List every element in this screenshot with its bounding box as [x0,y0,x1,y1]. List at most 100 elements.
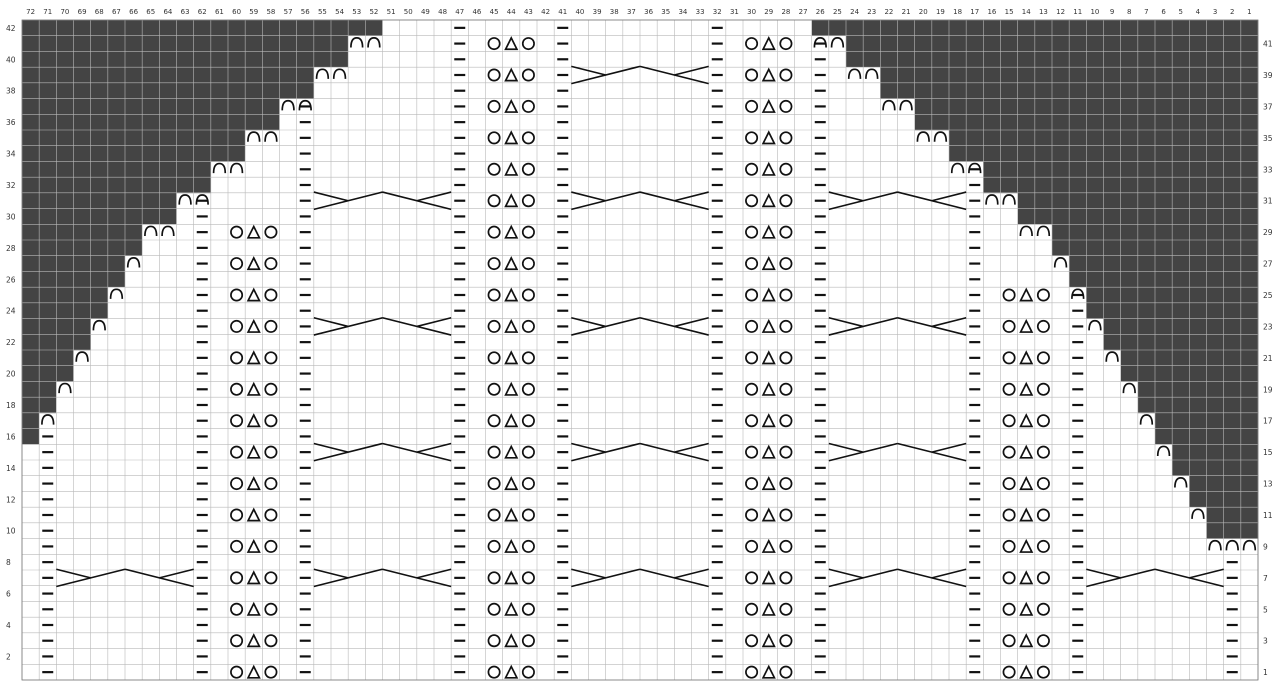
bobble-circle-icon [779,414,793,428]
dark-cell-block [22,177,211,194]
bobble-circle-icon [779,539,793,553]
bind-off-arc-icon [1225,539,1239,551]
cable-cross-icon [571,191,606,202]
bobble-circle-icon [264,477,278,491]
cable-cross-icon [828,191,898,211]
row-number: 23 [1263,322,1273,331]
bobble-triangle-icon [246,350,261,365]
column-number: 23 [867,8,876,16]
column-number: 4 [1196,8,1201,16]
bind-off-arc-icon [144,225,158,237]
column-number: 28 [781,8,790,16]
cable-cross-icon [416,191,452,202]
bobble-circle-icon [1002,414,1016,428]
bobble-triangle-icon [504,413,519,428]
column-number: 56 [301,8,310,16]
bobble-circle-icon [1036,602,1050,616]
row-number: 18 [6,401,16,410]
dark-cell-block [22,20,383,37]
bobble-circle-icon [1036,539,1050,553]
cable-cross-icon [313,442,349,453]
column-number: 43 [524,8,533,16]
bobble-circle-icon [264,319,278,333]
dark-cell-block [22,130,246,147]
bobble-circle-icon [264,539,278,553]
bobble-circle-icon [264,414,278,428]
bobble-circle-icon [1002,382,1016,396]
bobble-circle-icon [264,257,278,271]
bobble-triangle-icon [504,36,519,51]
cable-cross-icon [828,317,898,336]
bind-off-arc-icon [950,162,965,174]
bind-off-arc-icon [1174,477,1188,488]
bind-off-arc-icon [865,68,879,79]
column-number: 39 [593,8,602,16]
bobble-circle-icon [779,665,793,679]
row-number: 9 [1263,542,1268,551]
cable-cross-icon [897,442,967,462]
column-number: 71 [43,8,52,16]
row-number: 4 [6,621,11,630]
bind-off-arc-icon [126,257,141,268]
bobble-circle-icon [264,382,278,396]
cable-cross-icon [571,317,606,328]
column-number: 50 [404,8,413,16]
column-number: 54 [335,8,344,16]
bobble-circle-icon [521,571,535,585]
dark-cell-block [22,224,143,241]
cable-cross-icon [639,568,709,588]
bobble-circle-icon [230,382,244,396]
bind-off-arc-icon [367,37,381,48]
bobble-triangle-icon [504,98,519,113]
bobble-circle-icon [745,602,759,616]
bobble-circle-icon [1036,351,1050,365]
row-number: 37 [1263,102,1273,111]
cable-cross-icon [571,65,641,85]
row-number: 33 [1263,165,1273,174]
bobble-triangle-icon [504,444,519,459]
bind-off-arc-icon [1156,445,1171,457]
bobble-circle-icon [1036,634,1050,648]
column-number: 52 [369,8,378,16]
bobble-triangle-icon [504,664,519,679]
row-number: 13 [1263,480,1273,489]
bobble-circle-icon [745,539,759,553]
bobble-circle-icon [521,194,535,208]
bobble-circle-icon [264,571,278,585]
bobble-triangle-icon [761,570,776,585]
bobble-circle-icon [745,477,759,491]
dark-cell-block [22,98,280,115]
bobble-circle-icon [779,634,793,648]
column-number: 45 [490,8,499,16]
column-number: 63 [181,8,190,16]
bind-off-arc-icon [1036,225,1051,237]
row-number: 35 [1263,134,1273,143]
row-number: 1 [1263,668,1268,677]
bobble-circle-icon [230,257,244,271]
bobble-circle-icon [745,351,759,365]
bobble-circle-icon [521,539,535,553]
bobble-circle-icon [745,131,759,145]
bind-off-arc-icon [968,162,982,174]
bind-off-arc-icon [1088,319,1102,331]
bind-off-arc-icon [1071,288,1085,299]
bobble-circle-icon [230,288,244,302]
cable-cross-icon [897,568,967,588]
cable-cross-icon [382,191,452,211]
bobble-circle-icon [1036,319,1050,333]
bind-off-arc-icon [41,414,55,425]
bobble-circle-icon [230,414,244,428]
cable-cross-icon [382,442,452,462]
cable-cross-icon [931,191,967,202]
bobble-circle-icon [521,665,535,679]
bobble-triangle-icon [761,381,776,396]
column-number: 70 [60,8,69,16]
row-number: 17 [1263,417,1273,426]
bobble-triangle-icon [761,318,776,333]
bobble-triangle-icon [1019,570,1034,585]
bobble-circle-icon [521,257,535,271]
cable-cross-icon [416,568,452,579]
no-stitch-area [22,20,1258,539]
cable-cross-icon [897,317,967,336]
bobble-triangle-icon [504,633,519,648]
